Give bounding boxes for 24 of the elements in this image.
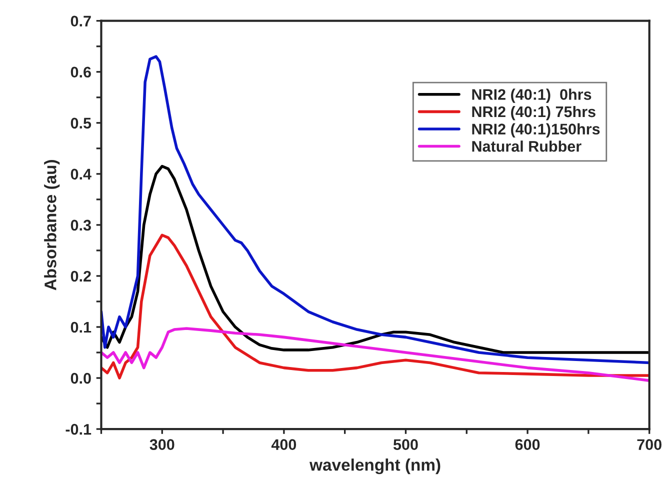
line-series (101, 164, 650, 354)
y-tick-label: 0.3 (70, 220, 91, 231)
x-tick-label: 700 (637, 439, 662, 450)
y-tick-label: 0.0 (70, 372, 91, 384)
x-axis-title: wavelenght (nm) (310, 458, 440, 474)
line-series (101, 55, 650, 364)
y-tick-label: 0.6 (70, 66, 91, 78)
legend-label: NRI2 (40:1)150hrs (472, 123, 600, 138)
y-tick-label: 0.7 (70, 16, 91, 27)
x-tick-label: 500 (393, 439, 418, 450)
legend-label: NRI2 (40:1) 75hrs (472, 106, 596, 120)
y-axis-title: Absorbance (au) (44, 160, 60, 290)
line-series (101, 234, 650, 380)
y-tick-label: -0.1 (66, 424, 92, 435)
x-tick-label: 400 (271, 439, 296, 450)
legend-label: NRI2 (40:1) 0hrs (472, 88, 592, 103)
x-tick-label: 300 (150, 439, 174, 450)
y-tick-label: 0.2 (70, 270, 91, 282)
y-tick-label: 0.4 (70, 168, 92, 180)
y-tick-label: 0.5 (70, 118, 92, 129)
line-series (101, 327, 650, 382)
x-tick-label: 600 (515, 439, 540, 450)
legend-label: Natural Rubber (472, 140, 582, 152)
y-tick-label: 0.1 (70, 322, 92, 333)
